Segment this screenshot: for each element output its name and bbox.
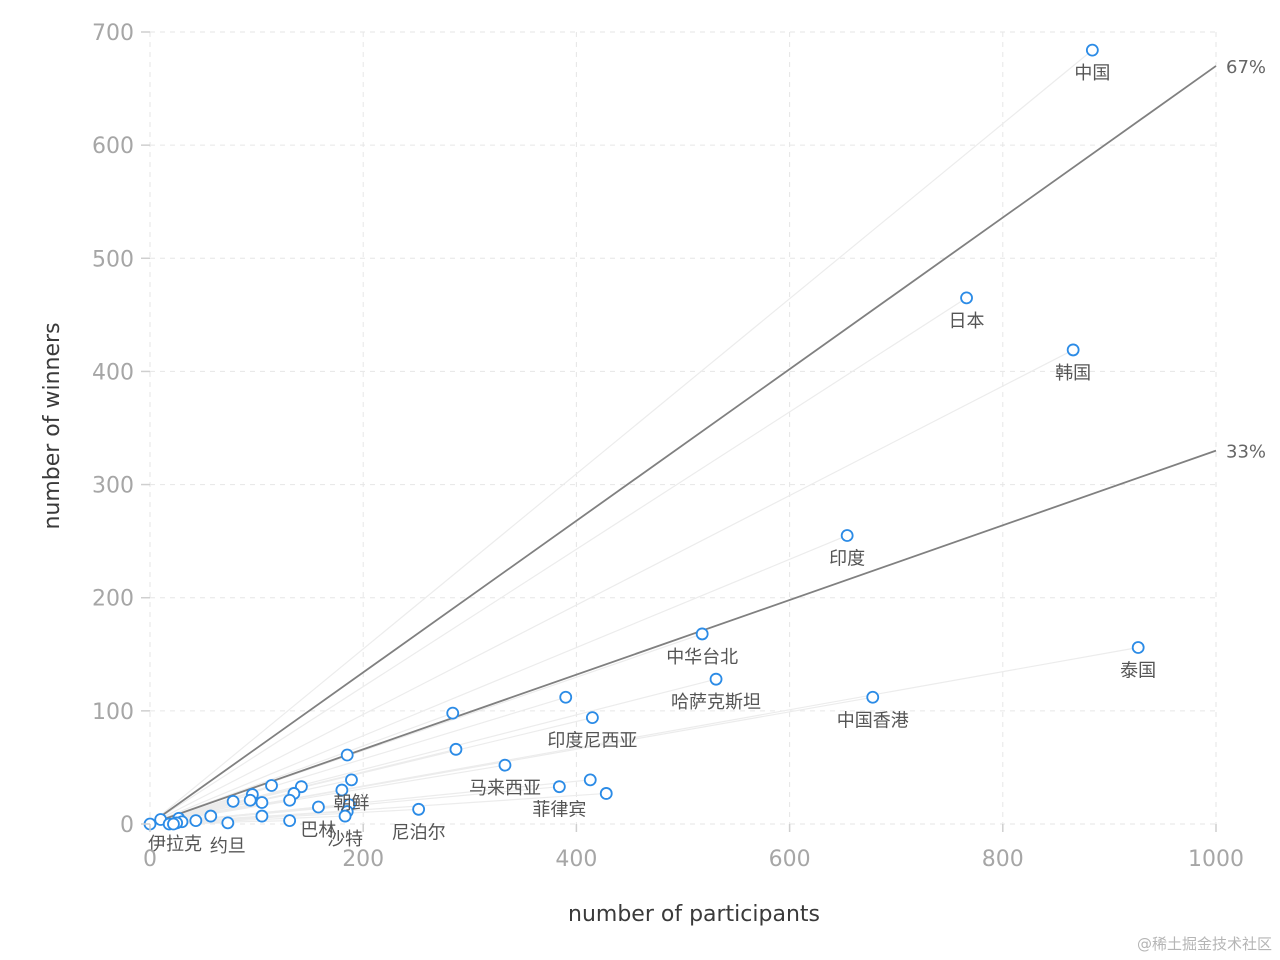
watermark: @稀土掘金技术社区 <box>1136 935 1272 953</box>
data-point <box>255 796 269 809</box>
data-points <box>143 43 1145 831</box>
x-tick-label: 600 <box>769 847 811 872</box>
data-point <box>446 706 460 720</box>
y-tick-label: 700 <box>92 21 134 46</box>
data-point <box>338 809 352 823</box>
data-point <box>312 800 325 814</box>
point-label: 中国 <box>1074 63 1110 84</box>
data-point <box>345 773 358 787</box>
data-point <box>283 814 297 828</box>
data-point <box>583 773 597 787</box>
reference-line-label: 67% <box>1226 57 1266 78</box>
point-label: 印度尼西亚 <box>547 731 637 752</box>
data-point <box>255 809 269 823</box>
data-point <box>283 793 297 807</box>
y-axis-title: number of winners <box>40 322 65 529</box>
data-point <box>189 814 203 828</box>
data-point <box>960 291 973 305</box>
x-tick-label: 200 <box>342 847 384 872</box>
point-label: 印度 <box>829 548 865 569</box>
data-point <box>243 793 257 807</box>
y-tick-label: 200 <box>92 587 134 612</box>
point-label: 巴林 <box>300 820 336 841</box>
point-label: 泰国 <box>1120 660 1156 681</box>
point-label: 尼泊尔 <box>392 822 446 843</box>
data-point <box>412 802 426 816</box>
data-point <box>1085 43 1099 57</box>
y-tick-label: 300 <box>92 474 134 499</box>
data-point <box>226 794 240 808</box>
data-point <box>1131 641 1145 654</box>
data-point <box>265 779 278 792</box>
guide-line <box>149 297 967 825</box>
data-point <box>340 748 354 762</box>
data-point <box>335 783 349 797</box>
data-point <box>695 627 709 641</box>
point-label: 哈萨克斯坦 <box>671 692 761 713</box>
y-tick-label: 0 <box>120 813 134 838</box>
point-label: 中国香港 <box>837 710 909 731</box>
guide-line <box>149 696 566 825</box>
x-axis-title: number of participants <box>568 902 820 927</box>
data-point <box>552 780 566 794</box>
data-point <box>559 690 573 704</box>
guide-line <box>149 349 1074 825</box>
data-point <box>840 529 854 542</box>
y-tick-label: 500 <box>92 247 134 272</box>
point-label: 韩国 <box>1055 363 1091 384</box>
point-label: 中华台北 <box>666 647 738 668</box>
data-point <box>599 787 613 800</box>
y-tick-label: 600 <box>92 134 134 159</box>
grid-lines <box>149 31 1217 825</box>
point-guide-lines <box>149 49 1139 825</box>
point-label: 朝鲜 <box>333 793 369 814</box>
data-point <box>866 690 880 704</box>
y-tick-label: 100 <box>92 700 134 725</box>
reference-lines: 67% 33% <box>149 57 1266 825</box>
reference-line <box>149 65 1217 825</box>
point-label: 伊拉克 <box>148 834 202 855</box>
data-point <box>449 742 463 756</box>
data-point <box>221 816 235 830</box>
data-point <box>498 758 512 772</box>
y-axis-ticks: 0 100 200 300 400 500 600 700 <box>92 21 150 838</box>
x-tick-label: 1000 <box>1188 847 1244 872</box>
point-label: 日本 <box>949 311 985 332</box>
data-point <box>585 711 599 725</box>
point-label: 马来西亚 <box>469 778 541 799</box>
guide-line <box>149 534 848 825</box>
point-label: 沙特 <box>327 829 363 850</box>
data-point <box>204 809 218 823</box>
x-tick-label: 0 <box>143 847 157 872</box>
x-tick-label: 400 <box>555 847 597 872</box>
data-point <box>167 817 180 831</box>
data-point <box>1066 343 1080 357</box>
x-axis-ticks: 0 200 400 600 800 1000 <box>143 824 1244 872</box>
data-point <box>709 672 723 686</box>
x-tick-label: 800 <box>982 847 1024 872</box>
point-label: 约旦 <box>210 836 246 857</box>
point-label: 菲律宾 <box>532 800 586 821</box>
y-tick-label: 400 <box>92 360 134 385</box>
reference-line-label: 33% <box>1226 442 1266 463</box>
guide-line <box>149 49 1093 825</box>
reference-line <box>149 449 1217 825</box>
